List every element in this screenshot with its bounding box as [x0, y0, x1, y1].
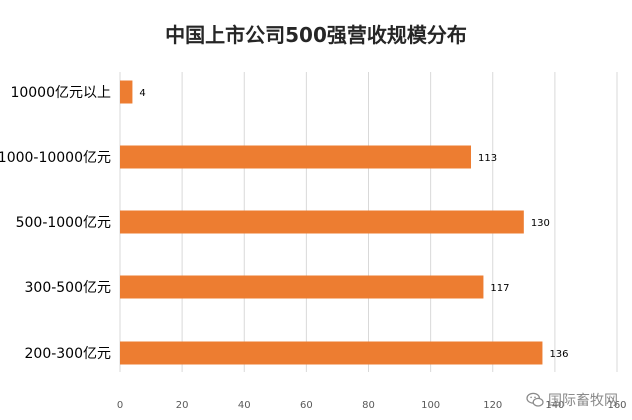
- data-label-1: 113: [478, 153, 497, 164]
- x-tick-label-5: 100: [421, 400, 440, 411]
- category-label-4: 200-300亿元: [25, 346, 112, 362]
- category-label-0: 10000亿元以上: [10, 85, 111, 101]
- data-label-4: 136: [549, 349, 568, 360]
- bars: [120, 80, 543, 365]
- x-axis-ticks: 0 20 40 60 80 100 120 140 160: [117, 400, 627, 411]
- watermark-text: 国际畜牧网: [548, 393, 618, 409]
- bar-3: [120, 275, 484, 299]
- data-labels: 4 113 130 117 136: [139, 88, 568, 360]
- bar-0: [120, 80, 133, 104]
- x-tick-label-0: 0: [117, 400, 123, 411]
- watermark: 国际畜牧网: [526, 390, 618, 410]
- chart-title: 中国上市公司500强营收规模分布: [165, 23, 467, 47]
- x-tick-label-7: 140: [545, 400, 564, 411]
- bar-2: [120, 210, 524, 234]
- data-label-0: 4: [139, 88, 145, 99]
- category-labels: 10000亿元以上 1000-10000亿元 500-1000亿元 300-500亿元…: [0, 85, 111, 362]
- x-tick-label-4: 80: [362, 400, 375, 411]
- x-tick-label-6: 120: [483, 400, 502, 411]
- bar-4: [120, 341, 543, 365]
- bar-1: [120, 145, 472, 169]
- category-label-3: 300-500亿元: [25, 280, 112, 296]
- x-tick-label-2: 40: [238, 400, 251, 411]
- x-tick-label-1: 20: [176, 400, 189, 411]
- category-label-1: 1000-10000亿元: [0, 150, 111, 166]
- wechat-icon: [526, 392, 544, 407]
- x-tick-label-8: 160: [607, 400, 626, 411]
- category-label-2: 500-1000亿元: [16, 215, 111, 231]
- x-tick-label-3: 60: [300, 400, 313, 411]
- data-label-2: 130: [531, 218, 550, 229]
- data-label-3: 117: [490, 283, 509, 294]
